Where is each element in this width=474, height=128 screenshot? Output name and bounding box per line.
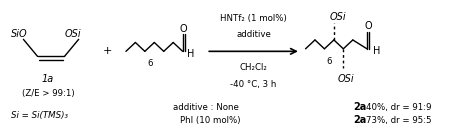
Text: H: H <box>373 46 380 56</box>
Text: CH₂Cl₂: CH₂Cl₂ <box>239 63 267 72</box>
Text: 1a: 1a <box>42 74 54 84</box>
Text: 2a: 2a <box>353 102 366 112</box>
Text: 2a: 2a <box>353 115 366 125</box>
Text: 73%, dr = 95:5: 73%, dr = 95:5 <box>366 116 432 125</box>
Text: Si = Si(TMS)₃: Si = Si(TMS)₃ <box>11 111 68 120</box>
Text: PhI (10 mol%): PhI (10 mol%) <box>180 116 241 125</box>
Text: H: H <box>188 49 195 59</box>
Text: (Z/E > 99:1): (Z/E > 99:1) <box>22 89 74 98</box>
Text: HNTf₂ (1 mol%): HNTf₂ (1 mol%) <box>220 14 287 23</box>
Text: O: O <box>364 21 372 31</box>
Text: OSi: OSi <box>329 12 346 22</box>
Text: 6: 6 <box>327 57 332 66</box>
Text: +: + <box>102 46 112 56</box>
Text: 40%, dr = 91:9: 40%, dr = 91:9 <box>366 103 431 111</box>
Text: O: O <box>180 24 187 34</box>
Text: 6: 6 <box>147 60 153 68</box>
Text: additive : None: additive : None <box>173 103 239 111</box>
Text: additive: additive <box>236 30 271 39</box>
Text: SiO: SiO <box>11 29 27 39</box>
Text: OSi: OSi <box>64 29 81 39</box>
Text: OSi: OSi <box>337 74 354 84</box>
Text: -40 °C, 3 h: -40 °C, 3 h <box>230 80 277 89</box>
